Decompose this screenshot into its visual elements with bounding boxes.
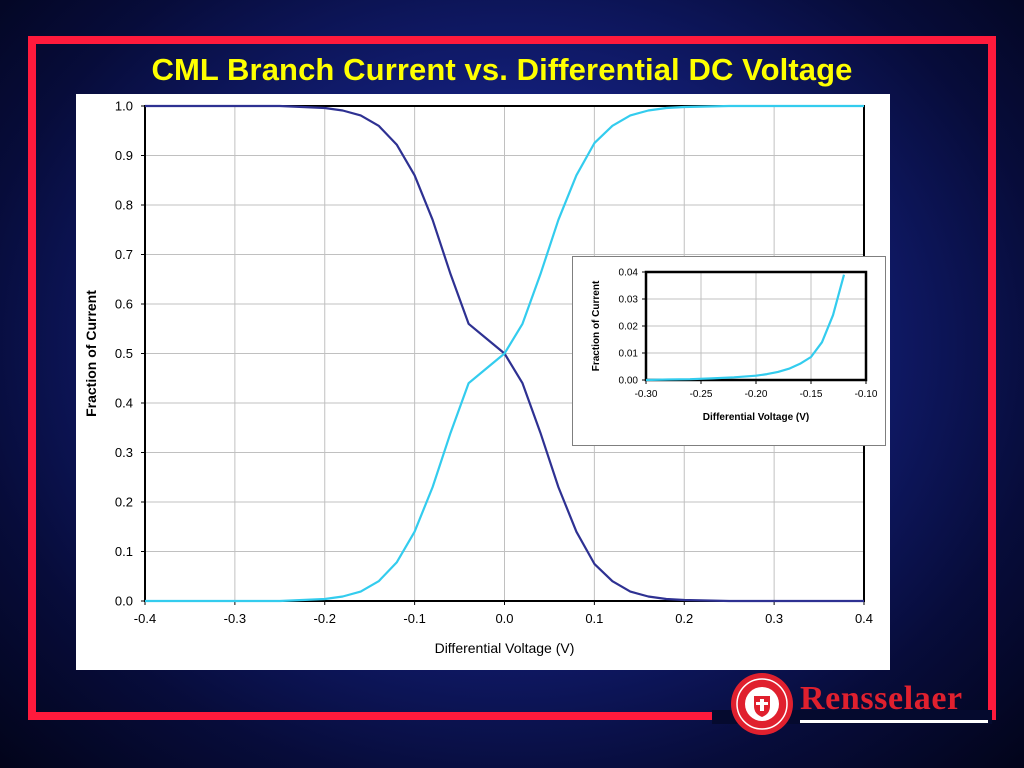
series-line-1 [645,274,846,382]
main-chart: -0.4 -0.3 -0.2 -0.1 0.0 0.1 0.2 0.3 0.4 0.0 0.1 0.2… [83,99,873,656]
y-tick-label: 0.2 [115,495,133,510]
x-tick-label: -0.3 [224,611,246,626]
x-tick-label: -0.1 [403,611,425,626]
x-tick-label: 0.4 [855,611,873,626]
x-tick-label: -0.10 [855,389,878,400]
y-tick-label: 0.4 [115,396,133,411]
x-tick-label: -0.15 [800,389,823,400]
y-tick-label: 0.8 [115,198,133,213]
y-tick-label: 0.1 [115,544,133,559]
y-tick-label: 0.7 [115,247,133,262]
inset-chart: -0.30 -0.25 -0.20 -0.15 -0.10 0.00 0.01 0.02 0.0… [591,268,878,424]
y-tick-label: 0.6 [115,297,133,312]
x-tick-label: -0.30 [635,389,658,400]
x-axis-title: Differential Voltage (V) [703,412,810,423]
inset-chart-panel: -0.30 -0.25 -0.20 -0.15 -0.10 0.00 0.01 0.02 0.0… [572,256,886,446]
series-line-2 [145,104,864,603]
x-axis-title: Differential Voltage (V) [435,640,575,656]
y-tick-label: 0.9 [115,148,133,163]
slide-title: CML Branch Current vs. Differential DC V… [151,52,853,87]
y-tick-label: 0.0 [115,594,133,609]
y-tick-label: 0.3 [115,445,133,460]
x-tick-label: -0.2 [314,611,336,626]
y-tick-label: 0.01 [619,349,639,360]
x-tick-label: 0.0 [495,611,513,626]
y-tick-label: 0.5 [115,346,133,361]
y-axis-title: Fraction of Current [83,290,99,417]
x-tick-label: 0.2 [675,611,693,626]
y-tick-label: 1.0 [115,99,133,114]
y-tick-label: 0.00 [619,376,639,387]
brand-underline [800,720,988,723]
x-tick-label: -0.20 [745,389,768,400]
x-tick-label: 0.3 [765,611,783,626]
y-tick-label: 0.03 [619,295,639,306]
x-tick-label: -0.4 [134,611,156,626]
y-tick-label: 0.02 [619,322,639,333]
brand-wordmark: Rensselaer [800,680,963,717]
x-tick-label: -0.25 [690,389,713,400]
y-axis-title: Fraction of Current [591,280,602,371]
plot-area-border [644,270,868,382]
slide-frame [28,36,996,720]
x-tick-label: 0.1 [585,611,603,626]
rensselaer-seal-icon [731,673,793,735]
y-tick-label: 0.04 [619,268,639,279]
